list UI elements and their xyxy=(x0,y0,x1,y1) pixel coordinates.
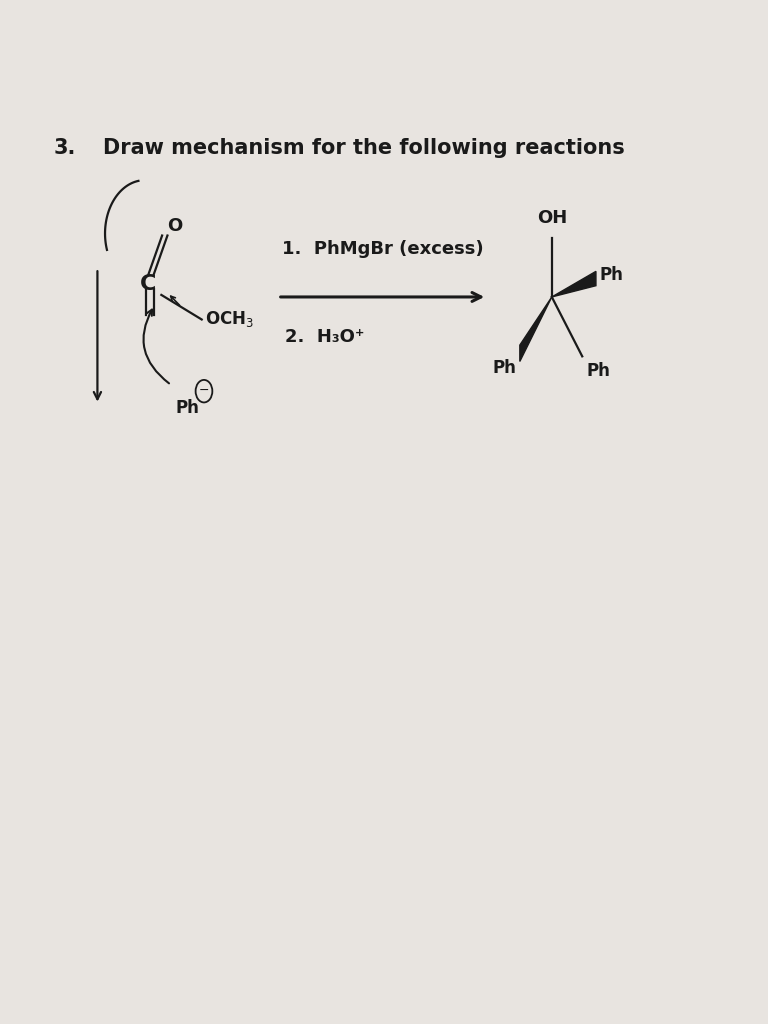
Text: −: − xyxy=(199,384,209,396)
Text: OCH$_3$: OCH$_3$ xyxy=(205,309,253,330)
Text: 2.  H₃O⁺: 2. H₃O⁺ xyxy=(286,328,365,346)
Text: Ph: Ph xyxy=(492,359,516,378)
Text: C: C xyxy=(141,273,157,294)
Text: 3.: 3. xyxy=(53,138,76,159)
Polygon shape xyxy=(520,297,551,361)
Text: Draw mechanism for the following reactions: Draw mechanism for the following reactio… xyxy=(103,138,624,159)
Text: OH: OH xyxy=(537,209,567,227)
FancyArrowPatch shape xyxy=(144,309,169,383)
Text: 1.  PhMgBr (excess): 1. PhMgBr (excess) xyxy=(282,240,483,258)
Text: O: O xyxy=(167,217,183,236)
Text: Ph: Ph xyxy=(586,362,610,381)
Text: Ph: Ph xyxy=(175,399,199,418)
Text: Ph: Ph xyxy=(600,266,624,285)
Polygon shape xyxy=(551,271,596,297)
